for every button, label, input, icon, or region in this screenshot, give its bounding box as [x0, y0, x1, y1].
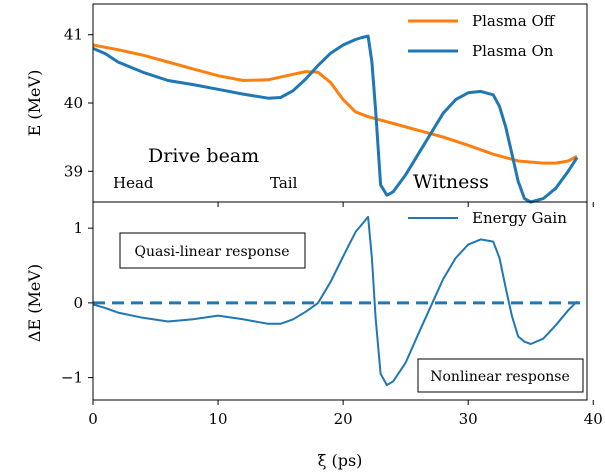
top-y-axis-label: E (MeV) [25, 70, 44, 137]
annotation-witness: Witness [413, 171, 489, 193]
bottom-series [92, 215, 587, 387]
bottom-legend: Energy Gain [408, 209, 567, 227]
bottom-panel: −1 0 1 0 10 20 30 40 ΔE (MeV) ξ (ps) Quasi-lin… [25, 201, 603, 470]
legend-label-plasma-on: Plasma On [472, 42, 554, 60]
nonlinear-box [417, 358, 584, 393]
top-y-ticks: 39 40 41 [64, 26, 93, 180]
annotation-drive-beam: Drive beam [148, 145, 259, 167]
bottom-axes-frame [92, 201, 588, 401]
top-legend: Plasma Off Plasma On [408, 12, 556, 60]
quasi-linear-box [119, 232, 306, 269]
top-series [92, 34, 579, 204]
annotation-box-nonlinear: Nonlinear response [417, 358, 584, 393]
x-tick-label: 10 [209, 410, 228, 428]
top-x-ticks [92, 202, 594, 207]
top-y-tick-label: 40 [64, 94, 83, 112]
bottom-y-tick-label: −1 [61, 369, 83, 387]
legend-label-plasma-off: Plasma Off [472, 12, 556, 30]
bottom-y-tick-label: 1 [73, 219, 83, 237]
annotation-quasi-linear: Quasi-linear response [134, 244, 289, 260]
top-y-tick-label: 41 [64, 26, 83, 44]
x-axis-label: ξ (ps) [318, 451, 363, 470]
bottom-y-tick-label: 0 [73, 294, 83, 312]
annotation-tail: Tail [270, 174, 298, 192]
legend-label-energy-gain: Energy Gain [472, 209, 567, 227]
top-axes-frame [92, 3, 588, 203]
bottom-x-ticks: 0 10 20 30 40 [88, 400, 603, 428]
annotation-box-quasi-linear: Quasi-linear response [119, 232, 306, 269]
x-tick-label: 30 [459, 410, 478, 428]
top-panel: 39 40 41 E (MeV) Drive beam Head Tail Witn… [25, 3, 594, 207]
bottom-y-axis-label: ΔE (MeV) [25, 264, 44, 342]
bottom-series-line-energy-gain [92, 215, 578, 387]
x-tick-label: 40 [584, 410, 603, 428]
x-tick-label: 0 [88, 410, 98, 428]
top-y-tick-label: 39 [64, 162, 83, 180]
annotation-head: Head [113, 174, 154, 192]
x-tick-label: 20 [334, 410, 353, 428]
bottom-y-ticks: −1 0 1 [61, 219, 93, 387]
annotation-nonlinear: Nonlinear response [430, 369, 569, 385]
top-series-line-plasma-on [92, 34, 579, 204]
